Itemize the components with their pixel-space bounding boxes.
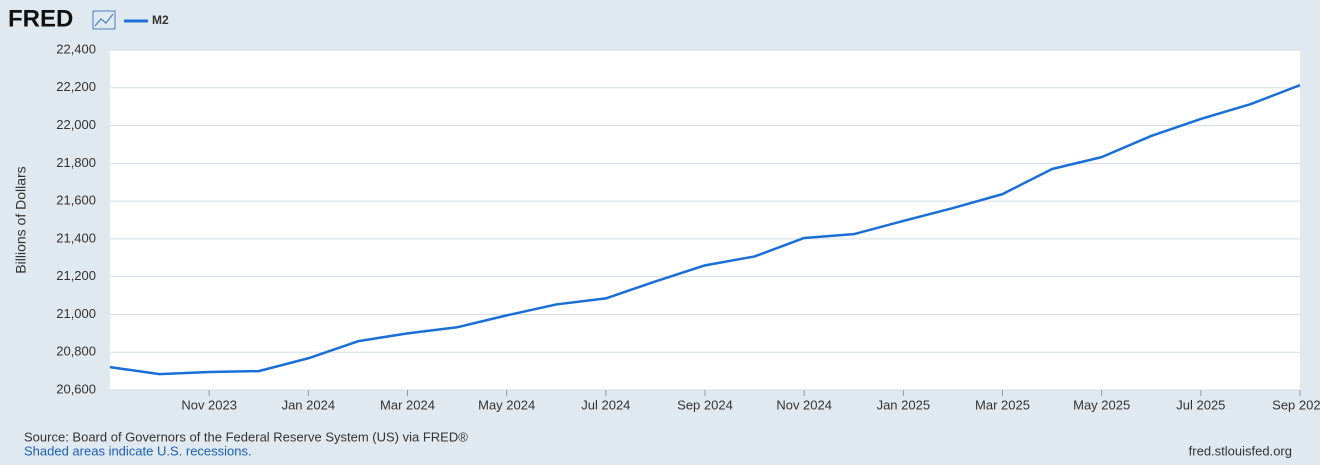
x-tick-label: Mar 2024 (380, 397, 435, 412)
recession-note: Shaded areas indicate U.S. recessions. (24, 443, 252, 458)
x-tick-label: Jan 2025 (877, 397, 931, 412)
x-tick-label: Nov 2023 (181, 397, 237, 412)
y-tick-label: 21,800 (56, 155, 96, 170)
logo-icon-line (94, 13, 114, 27)
y-tick-label: 22,200 (56, 79, 96, 94)
plot-area (110, 50, 1300, 390)
x-tick-label: Jul 2024 (581, 397, 630, 412)
legend-label: M2 (152, 13, 169, 27)
y-tick-label: 22,000 (56, 117, 96, 132)
y-tick-label: 21,400 (56, 230, 96, 245)
x-tick-label: May 2024 (478, 397, 535, 412)
logo-icon (92, 10, 116, 30)
x-tick-label: Nov 2024 (776, 397, 832, 412)
y-tick-label: 21,600 (56, 193, 96, 208)
y-tick-label: 20,600 (56, 381, 96, 396)
y-tick-label: 21,200 (56, 268, 96, 283)
x-tick-label: Jul 2025 (1176, 397, 1225, 412)
y-axis-label: Billions of Dollars (13, 166, 29, 273)
x-tick-label: Sep 2024 (677, 397, 733, 412)
y-tick-label: 21,000 (56, 306, 96, 321)
x-tick-label: May 2025 (1073, 397, 1130, 412)
y-tick-label: 22,400 (56, 41, 96, 56)
line (109, 83, 1301, 376)
x-tick-label: Sep 2025 (1272, 397, 1320, 412)
logo[interactable]: FRED (8, 5, 73, 32)
x-tick-label: Mar 2025 (975, 397, 1030, 412)
x-tick-label: Jan 2024 (282, 397, 336, 412)
y-tick-label: 20,800 (56, 344, 96, 359)
source: Source: Board of Governors of the Federa… (24, 429, 468, 444)
site[interactable]: fred.stlouisfed.org (1189, 443, 1292, 458)
